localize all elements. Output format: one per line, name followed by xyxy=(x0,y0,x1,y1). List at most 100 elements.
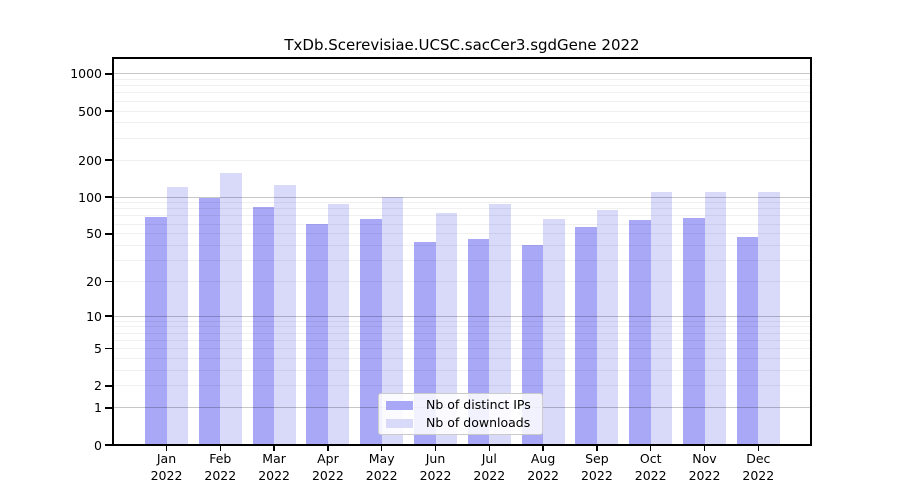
gridline-minor xyxy=(114,92,810,94)
bar-downloads xyxy=(327,204,350,444)
x-tick-year: 2022 xyxy=(742,467,775,483)
bar-distinct-ips xyxy=(252,206,275,444)
right-spine xyxy=(810,57,812,446)
y-tick-label: 2 xyxy=(94,378,102,394)
gridline-minor xyxy=(114,85,810,87)
gridline-minor xyxy=(114,244,810,246)
gridline-minor xyxy=(114,122,810,124)
x-tick-label: Sep 2022 xyxy=(567,451,627,484)
x-tick-label: Mar 2022 xyxy=(244,451,304,484)
gridline-minor xyxy=(114,79,810,80)
x-tick-month: Jan xyxy=(156,451,177,466)
x-tick-label: Jul 2022 xyxy=(459,451,519,484)
gridline-minor xyxy=(114,100,810,102)
y-tick-label: 200 xyxy=(78,152,102,168)
bar-distinct-ips xyxy=(306,224,328,444)
bar-distinct-ips xyxy=(360,219,382,444)
gridline-major xyxy=(114,315,810,317)
x-tick-mark xyxy=(703,446,706,451)
gridline-minor xyxy=(114,348,810,350)
x-tick-label: Apr 2022 xyxy=(298,451,358,484)
gridline-minor xyxy=(114,137,810,139)
y-tick-mark xyxy=(105,347,112,350)
gridline-minor xyxy=(114,326,810,328)
gridline-minor xyxy=(114,320,810,322)
legend-label-distinct-ips: Nb of distinct IPs xyxy=(426,397,531,412)
x-tick-label: Jan 2022 xyxy=(137,451,197,484)
x-tick-mark xyxy=(596,446,598,451)
bar-downloads xyxy=(489,204,511,444)
x-tick-month: Mar xyxy=(262,451,286,466)
gridline-minor xyxy=(114,385,810,387)
bar-distinct-ips xyxy=(198,198,221,444)
x-tick-year: 2022 xyxy=(419,467,452,483)
y-tick-mark xyxy=(105,110,112,112)
bar-downloads xyxy=(274,185,296,444)
y-tick-label: 0 xyxy=(94,437,102,453)
bar-downloads xyxy=(596,209,619,444)
x-tick-month: Nov xyxy=(692,451,717,466)
x-tick-year: 2022 xyxy=(580,467,613,483)
x-tick-month: Feb xyxy=(209,451,232,466)
x-tick-month: Jun xyxy=(425,451,446,466)
x-tick-mark xyxy=(542,446,544,451)
y-tick-mark xyxy=(105,280,112,283)
y-tick-mark xyxy=(105,233,112,235)
gridline-minor xyxy=(114,208,810,210)
gridline-major xyxy=(114,73,810,75)
x-tick-mark xyxy=(165,446,168,451)
bar-distinct-ips xyxy=(629,219,651,444)
bar-downloads xyxy=(704,191,726,444)
y-tick-label: 100 xyxy=(78,189,102,205)
gridline-minor xyxy=(114,280,810,282)
y-tick-label: 5 xyxy=(94,341,102,357)
y-tick-label: 500 xyxy=(78,103,102,119)
legend-item-downloads: Nb of downloads xyxy=(386,416,535,430)
x-tick-mark xyxy=(649,446,652,451)
gridline-minor xyxy=(114,233,810,235)
x-tick-year: 2022 xyxy=(527,467,559,483)
x-tick-label: May 2022 xyxy=(352,451,412,484)
x-tick-mark xyxy=(219,446,222,451)
x-tick-label: Nov 2022 xyxy=(675,451,735,484)
x-tick-month: Dec xyxy=(746,451,771,466)
x-tick-year: 2022 xyxy=(258,467,290,483)
gridline-major xyxy=(114,196,810,198)
y-tick-mark xyxy=(105,73,112,75)
gridline-minor xyxy=(114,260,810,262)
y-tick-label: 1 xyxy=(94,400,102,416)
x-tick-year: 2022 xyxy=(688,467,721,483)
bar-distinct-ips xyxy=(683,217,705,444)
bar-downloads xyxy=(650,191,673,444)
x-tick-mark xyxy=(434,446,437,451)
y-tick-label: 1000 xyxy=(70,66,102,82)
legend-swatch-downloads xyxy=(386,418,413,428)
gridline-minor xyxy=(114,202,810,204)
x-tick-label: Jun 2022 xyxy=(406,451,466,484)
gridline-minor xyxy=(114,223,810,225)
y-tick-mark xyxy=(105,159,112,161)
chart-title: TxDb.Scerevisiae.UCSC.sacCer3.sgdGene 20… xyxy=(284,36,640,54)
bar-downloads xyxy=(435,213,457,444)
x-tick-year: 2022 xyxy=(365,467,398,483)
bar-downloads xyxy=(758,192,780,444)
gridline-minor xyxy=(114,159,810,161)
x-tick-year: 2022 xyxy=(204,467,237,483)
top-spine xyxy=(112,57,812,59)
legend: Nb of distinct IPs Nb of downloads xyxy=(378,393,543,435)
y-tick-mark xyxy=(105,196,112,198)
left-spine xyxy=(112,57,114,446)
bar-distinct-ips xyxy=(467,239,490,444)
gridline-minor xyxy=(114,215,810,217)
y-tick-label: 10 xyxy=(86,308,102,324)
gridline-minor xyxy=(114,332,810,334)
x-tick-mark xyxy=(380,446,383,451)
x-tick-month: Apr xyxy=(317,451,339,466)
x-tick-month: Jul xyxy=(481,451,497,466)
bar-downloads xyxy=(220,172,242,444)
bar-distinct-ips xyxy=(736,237,759,444)
bar-distinct-ips xyxy=(145,216,167,444)
y-tick-mark xyxy=(105,444,112,446)
x-tick-label: Feb 2022 xyxy=(190,451,250,484)
